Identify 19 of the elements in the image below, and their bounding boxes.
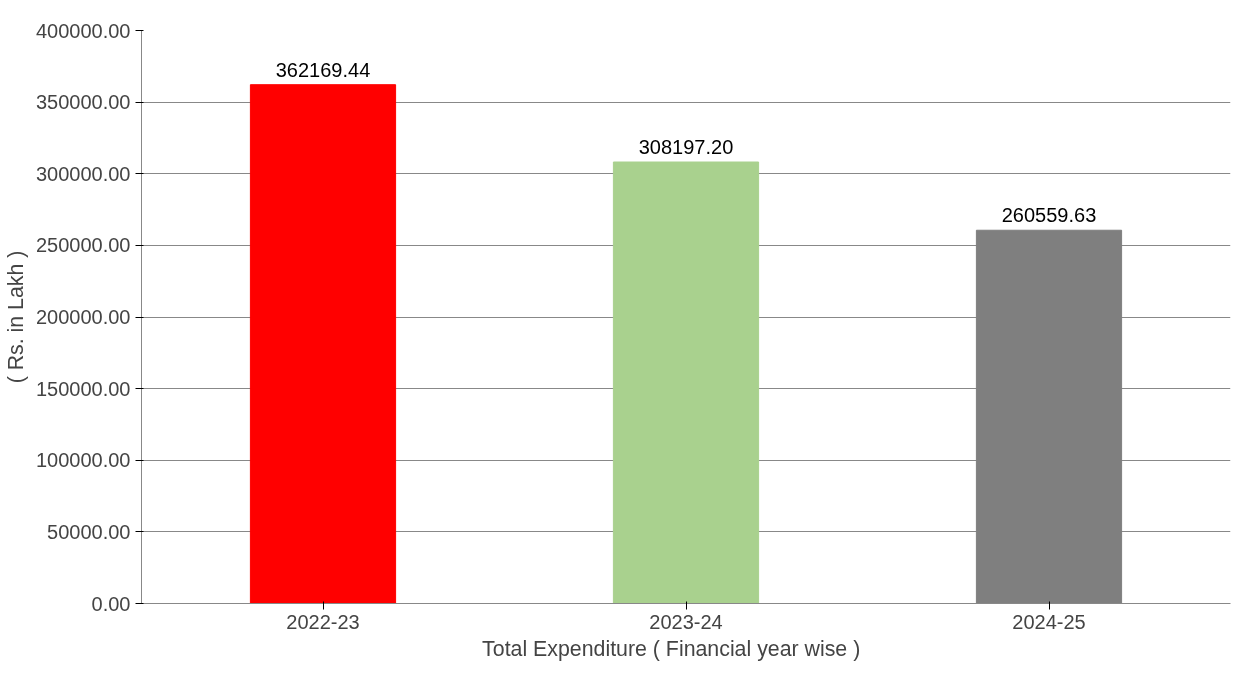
y-tick-label: 150000.00 <box>35 377 131 400</box>
y-tick-label: 50000.00 <box>47 520 131 543</box>
data-label: 308197.20 <box>638 136 734 159</box>
bar <box>249 84 397 604</box>
x-tick-label: 2024-25 <box>1012 610 1086 633</box>
y-axis-title: ( Rs. in Lakh ) <box>3 250 28 384</box>
y-tick-label: 350000.00 <box>35 91 131 114</box>
y-tick-label: 200000.00 <box>35 306 131 328</box>
y-tick-label: 100000.00 <box>35 449 131 472</box>
data-label: 362169.44 <box>275 58 371 81</box>
data-label: 260559.63 <box>1001 204 1097 227</box>
bar <box>612 161 760 604</box>
x-tick-label: 2022-23 <box>286 610 360 633</box>
y-tick-label: 400000.00 <box>35 19 131 42</box>
y-tick-label: 300000.00 <box>35 162 131 185</box>
x-axis-title: Total Expenditure ( Financial year wise ) <box>482 636 861 661</box>
x-tick-label: 2023-24 <box>649 610 723 633</box>
y-tick-label: 250000.00 <box>35 234 131 257</box>
y-tick-label: 0.00 <box>91 592 131 615</box>
